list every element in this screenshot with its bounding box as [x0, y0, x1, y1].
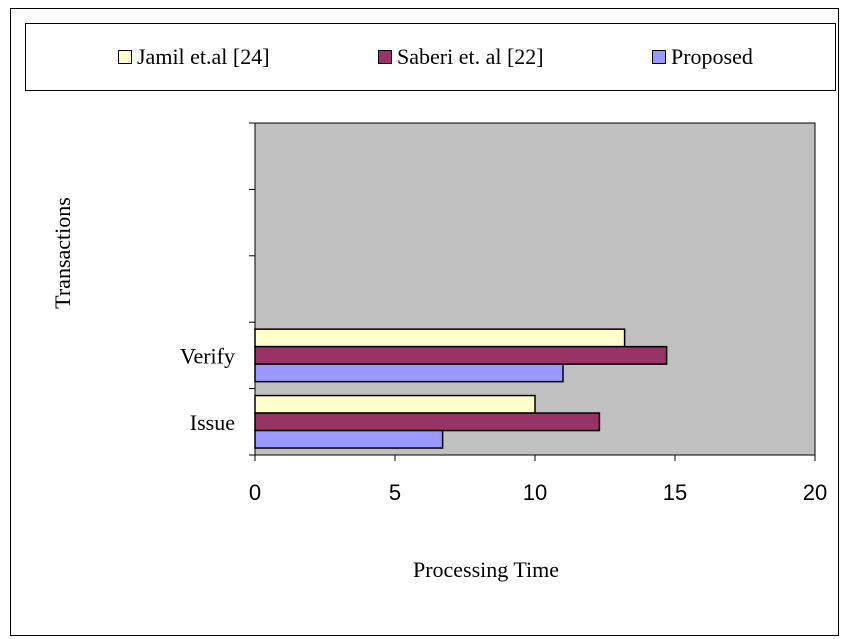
- y-tick-label: Verify: [180, 343, 235, 368]
- x-tick-label: 10: [523, 480, 547, 505]
- y-tick-label: Issue: [190, 410, 235, 435]
- legend-swatch-jamil: [118, 50, 132, 64]
- x-tick-label: 5: [389, 480, 401, 505]
- bar: [254, 394, 536, 414]
- bar: [254, 429, 444, 449]
- x-axis-label: Processing Time: [413, 557, 559, 582]
- legend-swatch-saberi: [378, 50, 392, 64]
- tick-labels: 0 5 10 15 20 Issue Verify: [180, 343, 827, 505]
- bar: [254, 345, 668, 365]
- legend-swatch-proposed: [652, 50, 666, 64]
- legend: Jamil et.al [24] Saberi et. al [22] Prop…: [25, 23, 836, 91]
- legend-label-saberi: Saberi et. al [22]: [397, 44, 544, 69]
- legend-item-proposed: Proposed: [652, 24, 753, 90]
- legend-item-saberi: Saberi et. al [22]: [378, 24, 544, 90]
- y-axis-label: Transactions: [50, 197, 75, 309]
- legend-label-proposed: Proposed: [671, 44, 753, 69]
- bars: [254, 328, 668, 449]
- legend-label-jamil: Jamil et.al [24]: [137, 44, 270, 69]
- x-tick-label: 0: [249, 480, 261, 505]
- legend-item-jamil: Jamil et.al [24]: [118, 24, 270, 90]
- bar: [254, 328, 626, 348]
- x-tick-label: 20: [803, 480, 827, 505]
- x-tick-label: 15: [663, 480, 687, 505]
- bar: [254, 412, 601, 432]
- bar: [254, 363, 564, 383]
